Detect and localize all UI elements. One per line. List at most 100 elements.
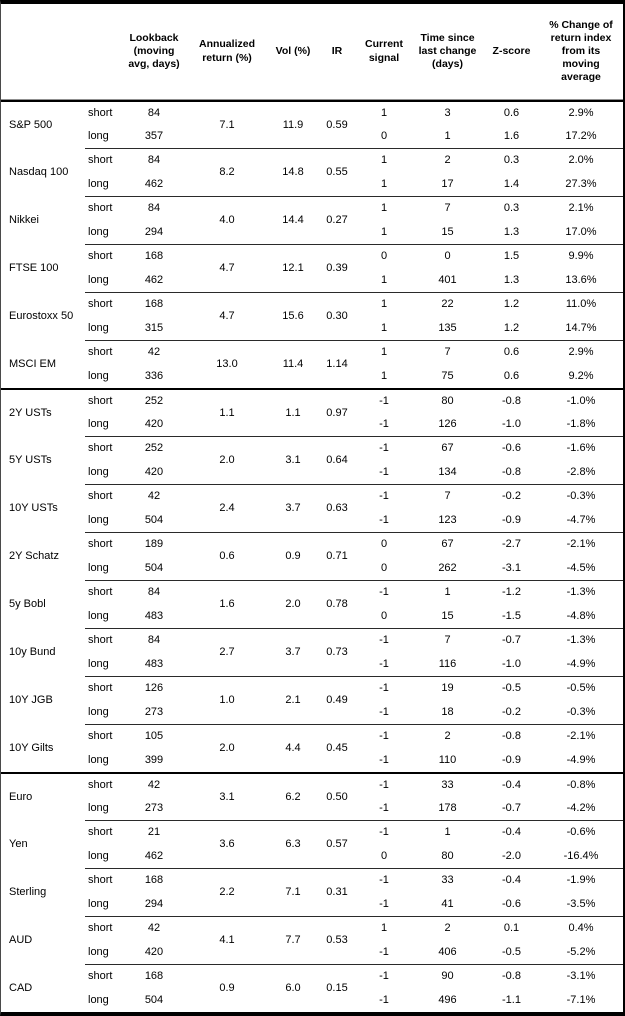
ir-value: 0.53	[317, 916, 357, 964]
instrument-name: AUD	[9, 933, 33, 946]
leg-label: short	[85, 772, 123, 796]
lookback-value: 294	[144, 897, 164, 910]
ir-value: 0.71	[317, 532, 357, 580]
pct-change-value: 14.7%	[565, 321, 597, 334]
vol-value: 14.8	[269, 148, 317, 196]
current-signal-value: 1	[357, 340, 411, 364]
table-row-long: long 315 1 135 1.2 14.7%	[1, 316, 623, 340]
current-signal-value: -1	[379, 993, 389, 1006]
lookback-value: 42	[123, 484, 185, 508]
pct-change-value: -1.6%	[539, 436, 623, 460]
vol-value: 3.7	[269, 628, 317, 676]
leg-label: long	[88, 849, 109, 862]
z-score-value: -0.7	[484, 628, 539, 652]
lookback-value: 168	[123, 868, 185, 892]
pct-change-value: -2.1%	[539, 532, 623, 556]
time-since-change-value: 7	[411, 628, 484, 652]
vol-value: 2.1	[269, 676, 317, 724]
leg-label: short	[85, 244, 123, 268]
pct-change-value: -1.3%	[539, 628, 623, 652]
instrument-name: Sterling	[9, 885, 47, 898]
time-since-change-value: 1	[411, 820, 484, 844]
leg-label: short	[85, 532, 123, 556]
current-signal-value: -1	[357, 724, 411, 748]
pct-change-value: -0.6%	[539, 820, 623, 844]
lookback-value: 42	[123, 340, 185, 364]
ir-value: 0.78	[317, 580, 357, 628]
table-row-short: 5Y USTs short 252 2.0 3.1 0.64 -1 67 -0.…	[1, 436, 623, 466]
z-score-value: -0.9	[502, 753, 521, 766]
table-row-short: MSCI EM short 42 13.0 11.4 1.14 1 7 0.6 …	[1, 340, 623, 370]
time-since-change-value: 123	[438, 513, 457, 526]
z-score-value: -1.1	[502, 993, 521, 1006]
leg-label: short	[85, 196, 123, 220]
annualized-return-value: 3.6	[185, 820, 269, 868]
instrument-name: FTSE 100	[9, 261, 59, 274]
table-row-short: Eurostoxx 50 short 168 4.7 15.6 0.30 1 2…	[1, 292, 623, 322]
z-score-value: 0.6	[484, 340, 539, 364]
ir-value: 0.50	[317, 772, 357, 820]
current-signal-value: 1	[380, 177, 388, 190]
z-score-value: -1.0	[502, 657, 521, 670]
lookback-value: 84	[123, 148, 185, 172]
table-row-long: long 357 0 1 1.6 17.2%	[1, 124, 623, 148]
current-signal-value: -1	[357, 628, 411, 652]
pct-change-value: -7.1%	[566, 993, 596, 1006]
table-row-short: Yen short 21 3.6 6.3 0.57 -1 1 -0.4 -0.6…	[1, 820, 623, 850]
instrument-group: Euro short 42 3.1 6.2 0.50 -1 33 -0.4 -0…	[1, 772, 623, 820]
vol-value: 15.6	[269, 292, 317, 340]
pct-change-value: -1.8%	[566, 417, 596, 430]
ir-value: 0.55	[317, 148, 357, 196]
z-score-value: 1.6	[503, 129, 520, 142]
annualized-return-value: 2.4	[185, 484, 269, 532]
time-since-change-value: 17	[441, 177, 454, 190]
vol-value: 0.9	[269, 532, 317, 580]
current-signal-value: 0	[380, 129, 388, 142]
pct-change-value: 2.9%	[539, 100, 623, 124]
current-signal-value: 0	[357, 532, 411, 556]
leg-label: short	[85, 628, 123, 652]
annualized-return-value: 4.1	[185, 916, 269, 964]
vol-value: 7.7	[269, 916, 317, 964]
col-header-time-since-change: Time since last change (days)	[411, 4, 484, 100]
time-since-change-value: 134	[438, 465, 457, 478]
z-score-value: -1.0	[502, 417, 521, 430]
instrument-group: MSCI EM short 42 13.0 11.4 1.14 1 7 0.6 …	[1, 340, 623, 388]
pct-change-value: 17.0%	[565, 225, 597, 238]
signals-table: Lookback (moving avg, days) Annualized r…	[1, 4, 623, 1012]
current-signal-value: -1	[357, 820, 411, 844]
leg-label: long	[88, 993, 109, 1006]
table-row-short: CAD short 168 0.9 6.0 0.15 -1 90 -0.8 -3…	[1, 964, 623, 994]
ir-value: 0.57	[317, 820, 357, 868]
table-row-short: 10y Bund short 84 2.7 3.7 0.73 -1 7 -0.7…	[1, 628, 623, 658]
lookback-value: 168	[123, 964, 185, 988]
z-score-value: 0.6	[503, 369, 520, 382]
time-since-change-value: 126	[438, 417, 457, 430]
table-row-long: long 294 -1 41 -0.6 -3.5%	[1, 892, 623, 916]
z-score-value: -1.5	[502, 609, 521, 622]
annualized-return-value: 1.6	[185, 580, 269, 628]
vol-value: 11.4	[269, 340, 317, 388]
leg-label: long	[88, 177, 109, 190]
time-since-change-value: 1	[411, 580, 484, 604]
annualized-return-value: 0.9	[185, 964, 269, 1012]
current-signal-value: -1	[357, 484, 411, 508]
time-since-change-value: 2	[411, 724, 484, 748]
pct-change-value: -1.0%	[539, 388, 623, 412]
pct-change-value: 27.3%	[565, 177, 597, 190]
table-row-short: AUD short 42 4.1 7.7 0.53 1 2 0.1 0.4%	[1, 916, 623, 946]
pct-change-value: -2.1%	[539, 724, 623, 748]
instrument-group: 10Y Gilts short 105 2.0 4.4 0.45 -1 2 -0…	[1, 724, 623, 772]
current-signal-value: -1	[357, 772, 411, 796]
time-since-change-value: 33	[411, 868, 484, 892]
z-score-value: -0.8	[484, 964, 539, 988]
table-row-short: 2Y Schatz short 189 0.6 0.9 0.71 0 67 -2…	[1, 532, 623, 562]
lookback-value: 357	[144, 129, 164, 142]
vol-value: 12.1	[269, 244, 317, 292]
table-row-long: long 483 -1 116 -1.0 -4.9%	[1, 652, 623, 676]
table-row-long: long 504 -1 123 -0.9 -4.7%	[1, 508, 623, 532]
annualized-return-value: 2.2	[185, 868, 269, 916]
pct-change-value: -2.8%	[566, 465, 596, 478]
lookback-value: 126	[123, 676, 185, 700]
col-header-annualized-return: Annualized return (%)	[185, 4, 269, 100]
